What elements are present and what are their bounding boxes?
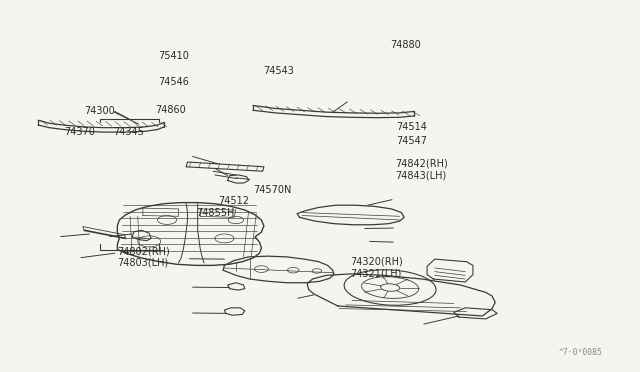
Text: 74880: 74880 — [390, 40, 420, 50]
Text: 74320(RH)
74321(LH): 74320(RH) 74321(LH) — [351, 256, 403, 278]
Text: 74855H: 74855H — [196, 208, 234, 218]
Text: 74802(RH)
74803(LH): 74802(RH) 74803(LH) — [117, 246, 170, 268]
Text: 74546: 74546 — [159, 77, 189, 87]
Text: 74547: 74547 — [396, 136, 428, 146]
Text: ^7·0³0085: ^7·0³0085 — [559, 347, 603, 357]
Text: 74543: 74543 — [264, 66, 294, 76]
Text: 74570N: 74570N — [253, 185, 291, 195]
Text: 74370: 74370 — [64, 128, 95, 138]
Text: 74842(RH)
74843(LH): 74842(RH) 74843(LH) — [395, 158, 448, 180]
Text: 74512: 74512 — [218, 196, 249, 206]
Text: 74860: 74860 — [156, 105, 186, 115]
Text: 74345: 74345 — [113, 128, 144, 138]
Text: 74300: 74300 — [84, 106, 115, 116]
Text: 75410: 75410 — [159, 51, 189, 61]
Text: 74514: 74514 — [396, 122, 428, 132]
